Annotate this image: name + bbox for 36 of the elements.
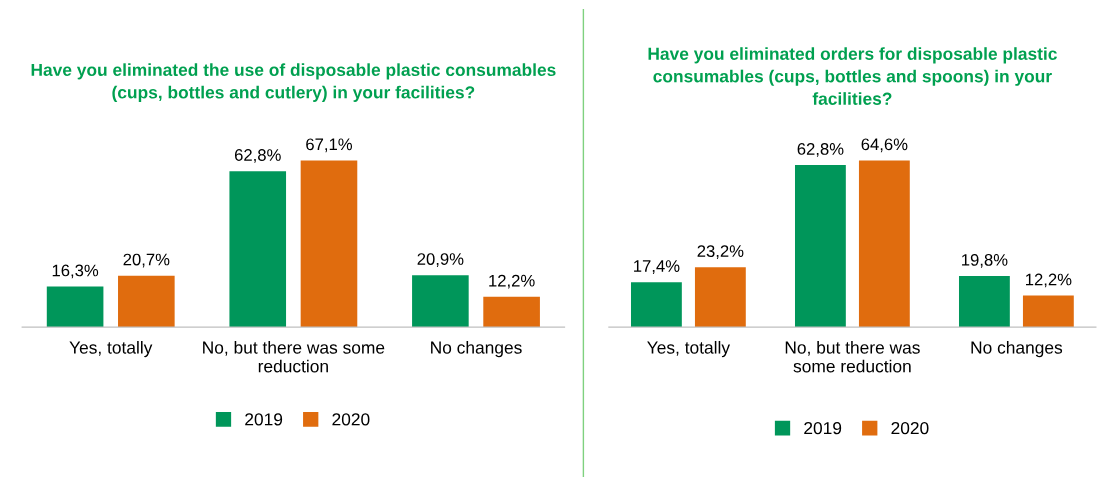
data-label: 16,3% [52,264,99,279]
data-label: 20,9% [417,253,464,267]
bar [118,275,175,328]
bar [794,165,846,328]
legend-label: 2019 [245,413,283,426]
x-tick-label: No changes [971,340,1063,358]
bar [858,160,910,328]
data-label: 20,7% [123,253,170,268]
data-label: 23,2% [697,245,744,259]
bar [46,286,104,328]
legend-label: 2019 [804,421,842,435]
chart-title: Have you eliminated the use of disposable plastic consumables (cups, bottles and cutlery) in your facilities? [31,63,556,102]
chart-title: Have you eliminated orders for disposable plastic consumables (cups, bottles and spoons) in your facilities? [648,47,1057,105]
bar [1022,295,1074,328]
legend-label: 2020 [891,421,929,435]
bar [630,282,682,328]
data-label: 12,2% [489,274,535,289]
x-tick-label: Yes, totally [69,340,153,358]
x-tick-label: No changes [431,340,522,358]
x-tick-label: Yes, totally [647,340,731,358]
legend-label: 2020 [332,413,370,426]
bar [694,267,746,328]
bar [958,276,1010,328]
bar [300,160,358,328]
bar [483,296,540,328]
x-tick-label: No, but there was some reduction [203,340,385,373]
bar [229,171,287,328]
data-label: 19,8% [962,253,1008,268]
x-tick-label: No, but there was some reduction [785,340,920,373]
bar [412,275,469,328]
data-label: 64,6% [861,138,908,153]
data-label: 12,2% [1026,273,1072,288]
data-label: 62,8% [797,143,844,157]
data-label: 17,4% [634,260,680,274]
data-label: 67,1% [306,138,353,153]
data-label: 62,8% [234,149,281,163]
